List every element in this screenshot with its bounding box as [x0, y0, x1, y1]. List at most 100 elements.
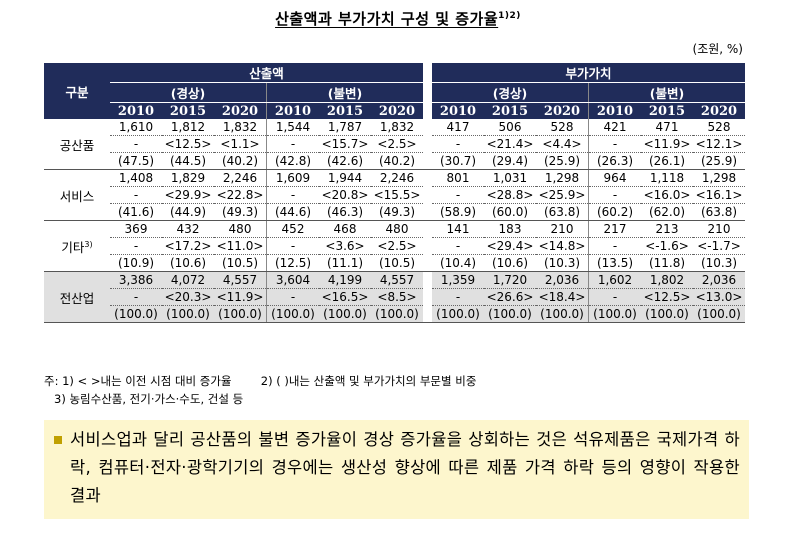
table-cell: (29.4)	[484, 152, 536, 170]
table-cell: (100.0)	[484, 305, 536, 323]
table-cell: 1,298	[693, 169, 745, 187]
table-cell: (100.0)	[536, 305, 589, 323]
table-cell: -	[588, 135, 641, 153]
table-cell: 1,118	[641, 169, 693, 187]
table-cell: (30.7)	[432, 152, 484, 170]
table-cell: <16.1>	[693, 186, 745, 204]
table-cell: 471	[641, 119, 693, 136]
table-cell: -	[432, 186, 484, 204]
table-cell: (40.2)	[214, 152, 267, 170]
table-cell: (100.0)	[641, 305, 693, 323]
table-row: - <17.2> <11.0> - <3.6> <2.5> - <29.4> <14.8> - <-…	[44, 237, 745, 255]
table-cell: <17.2>	[162, 237, 214, 255]
table-cell: (100.0)	[162, 305, 214, 323]
table-row: (10.9) (10.6) (10.5) (12.5) (11.1) (10.5) (10.…	[44, 254, 745, 272]
table-cell: 801	[432, 169, 484, 187]
table-cell: (100.0)	[588, 305, 641, 323]
row-category: 서비스	[44, 169, 110, 221]
header-year: 2010	[588, 102, 641, 119]
column-gap	[423, 119, 432, 136]
table-cell: <3.6>	[319, 237, 371, 255]
table-cell: <8.5>	[371, 288, 423, 306]
table-cell: -	[588, 237, 641, 255]
table-cell: (60.0)	[484, 203, 536, 221]
table-cell: <21.4>	[484, 135, 536, 153]
column-gap	[423, 186, 432, 204]
table-cell: 2,036	[536, 271, 589, 289]
header-year: 2015	[319, 102, 371, 119]
table-cell: <26.6>	[484, 288, 536, 306]
table-cell: 1,031	[484, 169, 536, 187]
table-cell: (46.3)	[319, 203, 371, 221]
table-cell: 2,246	[214, 169, 267, 187]
table-cell: (100.0)	[693, 305, 745, 323]
table-cell: (40.2)	[371, 152, 423, 170]
table-cell: 1,832	[371, 119, 423, 136]
header-va-real: (불변)	[588, 82, 745, 103]
table-cell: -	[110, 288, 162, 306]
category-label: 공산품	[59, 137, 95, 153]
table-cell: 1,832	[214, 119, 267, 136]
footnotes: 주: 1) < >내는 이전 시점 대비 증가율 2) ( )내는 산출액 및 …	[44, 372, 476, 408]
column-gap	[423, 63, 432, 119]
table-cell: 217	[588, 220, 641, 238]
column-gap	[423, 135, 432, 153]
column-gap	[423, 305, 432, 323]
table-cell: (12.5)	[266, 254, 319, 272]
header-year: 2010	[110, 102, 162, 119]
table-cell: <20.8>	[319, 186, 371, 204]
header-year: 2010	[432, 102, 484, 119]
table-cell: -	[432, 135, 484, 153]
header-year: 2010	[266, 102, 319, 119]
column-gap	[423, 203, 432, 221]
table-cell: -	[110, 135, 162, 153]
table-cell: <2.5>	[371, 237, 423, 255]
table-cell: 183	[484, 220, 536, 238]
table-cell: 2,246	[371, 169, 423, 187]
table-cell: 4,557	[214, 271, 267, 289]
category-footnote-marker: 3)	[84, 239, 93, 249]
table-cell: (41.6)	[110, 203, 162, 221]
table-cell: 506	[484, 119, 536, 136]
table-cell: <1.1>	[214, 135, 267, 153]
table-cell: <22.8>	[214, 186, 267, 204]
table-cell: 1,602	[588, 271, 641, 289]
column-gap	[423, 169, 432, 187]
header-year: 2020	[214, 102, 267, 119]
table-cell: 210	[693, 220, 745, 238]
table-cell: 528	[536, 119, 589, 136]
table-cell: <11.9>	[214, 288, 267, 306]
table-row: (100.0) (100.0) (100.0) (100.0) (100.0) (100.…	[44, 305, 745, 323]
column-gap	[423, 237, 432, 255]
table-cell: 4,557	[371, 271, 423, 289]
square-bullet-icon	[54, 436, 62, 444]
table-cell: (42.6)	[319, 152, 371, 170]
table-cell: 4,199	[319, 271, 371, 289]
footnote-1: 주: 1) < >내는 이전 시점 대비 증가율	[44, 374, 232, 388]
table-cell: 1,720	[484, 271, 536, 289]
table-row: 공산품 1,610 1,812 1,832 1,544 1,787 1,832 417 506 5…	[44, 119, 745, 170]
table-cell: (100.0)	[214, 305, 267, 323]
table-cell: <20.3>	[162, 288, 214, 306]
category-label: 전산업	[59, 290, 95, 306]
table-cell: <-1.7>	[693, 237, 745, 255]
table-cell: 2,036	[693, 271, 745, 289]
table-row: (47.5) (44.5) (40.2) (42.8) (42.6) (40.2) (30.…	[44, 152, 745, 170]
table-cell: <18.4>	[536, 288, 589, 306]
column-gap	[423, 271, 432, 289]
table-cell: 480	[214, 220, 267, 238]
summary-text: 서비스업과 달리 공산품의 불변 증가율이 경상 증가율을 상회하는 것은 석유…	[70, 430, 740, 505]
table-cell: 3,604	[266, 271, 319, 289]
table-cell: (26.1)	[641, 152, 693, 170]
table-row: (41.6) (44.9) (49.3) (44.6) (46.3) (49.3) (58.…	[44, 203, 745, 221]
table-cell: 213	[641, 220, 693, 238]
table-cell: <11.0>	[214, 237, 267, 255]
title-text: 산출액과 부가가치 구성 및 증가율	[275, 10, 499, 28]
table-cell: (49.3)	[214, 203, 267, 221]
table-row: - <12.5> <1.1> - <15.7> <2.5> - <21.4> <4.4> - <11…	[44, 135, 745, 153]
table-cell: 1,609	[266, 169, 319, 187]
table-cell: (11.1)	[319, 254, 371, 272]
table-cell: -	[266, 186, 319, 204]
table-cell: 1,812	[162, 119, 214, 136]
table-cell: (10.6)	[162, 254, 214, 272]
